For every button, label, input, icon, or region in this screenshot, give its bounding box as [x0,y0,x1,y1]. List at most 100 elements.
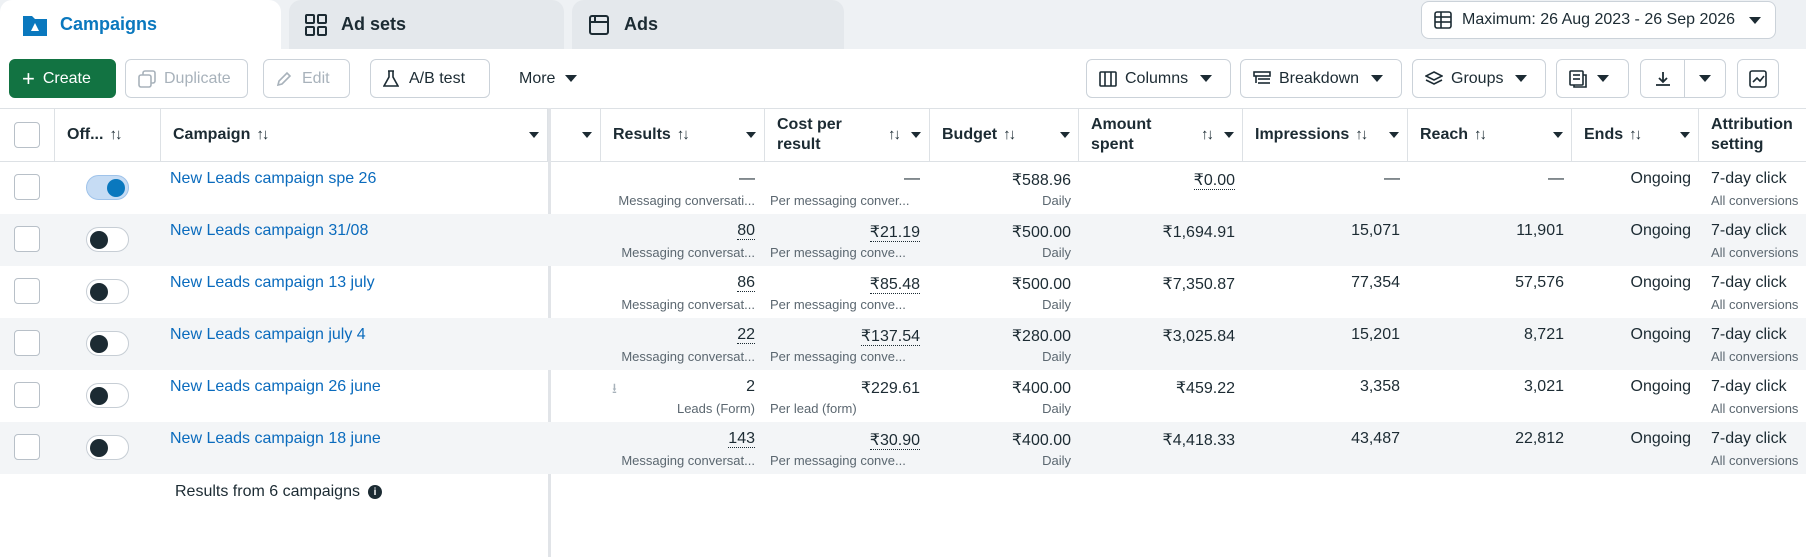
ends-value: Ongoing [1630,378,1692,395]
tab-ad-sets[interactable]: Ad sets [289,0,564,49]
attribution-sub: All conversions [1711,401,1799,416]
results-type: Messaging conversati... [618,193,755,208]
header-ends[interactable]: Ends ↑↓ [1572,109,1699,161]
header-label: Campaign [173,126,251,143]
campaign-name-link[interactable]: New Leads campaign 13 july [170,274,375,291]
attribution-value: 7-day click [1711,170,1787,187]
impressions-value: 77,354 [1351,274,1400,291]
campaign-name-link[interactable]: New Leads campaign july 4 [170,326,366,343]
chevron-down-icon [1060,132,1070,138]
breakdown-button[interactable]: Breakdown [1240,59,1402,98]
chevron-down-icon [1597,75,1609,82]
more-button[interactable]: More [506,59,586,98]
campaign-toggle[interactable] [86,175,129,200]
groups-button[interactable]: Groups [1412,59,1546,98]
toolbar: + Create Duplicate Edit A/B test More Co… [0,49,1806,108]
toggle-knob [90,334,108,353]
tab-label: Ad sets [341,14,407,34]
campaign-name-link[interactable]: New Leads campaign 26 june [170,378,381,395]
reach-value: 8,721 [1523,326,1564,343]
campaign-toggle[interactable] [86,435,129,460]
results-type: Messaging conversat... [621,245,755,260]
date-range-label: Maximum: 26 Aug 2023 - 26 Sep 2026 [1462,11,1736,28]
tab-campaigns[interactable]: Campaigns [0,0,281,49]
export-menu-button[interactable] [1684,59,1726,98]
campaign-toggle[interactable] [86,227,129,252]
table-row[interactable]: New Leads campaign 13 july 86 Messaging … [0,266,1806,318]
cost-per-result-type: Per messaging conve... [770,245,906,260]
tab-label: Ads [624,14,659,34]
header-budget[interactable]: Budget ↑↓ [930,109,1079,161]
export-button[interactable] [1640,59,1685,98]
cost-per-result-type: Per messaging conve... [770,349,906,364]
sort-icon: ↑↓ [676,126,690,143]
toggle-knob [107,178,125,197]
sort-icon: ↑↓ [109,126,122,143]
amount-spent-value: ₹3,025.84 [1162,328,1235,345]
amount-spent-value: ₹4,418.33 [1162,432,1235,449]
layers-icon [1425,70,1443,87]
sort-icon: ↑↓ [256,126,269,143]
edit-button[interactable]: Edit [263,59,350,98]
cost-per-result-type: Per messaging conver... [770,193,910,208]
header-attribution[interactable]: Attribution setting [1699,109,1806,161]
ends-value: Ongoing [1630,222,1692,239]
header-campaign[interactable]: Campaign ↑↓ [161,109,548,161]
header-reach[interactable]: Reach ↑↓ [1408,109,1572,161]
charts-button[interactable] [1737,59,1779,98]
info-icon[interactable]: i [367,485,382,499]
reports-button[interactable] [1556,59,1629,98]
header-collapsed[interactable] [551,109,601,161]
create-button[interactable]: + Create [9,59,116,98]
tab-ads[interactable]: Ads [572,0,844,49]
results-summary: Results from 6 campaigns i [175,483,382,501]
impressions-value: 43,487 [1351,430,1400,447]
cost-per-result-value: ₹85.48 [869,276,920,294]
campaign-toggle[interactable] [86,279,129,304]
chevron-down-icon [1680,132,1690,138]
header-amount-spent[interactable]: Amount spent ↑↓ [1079,109,1243,161]
campaign-name-link[interactable]: New Leads campaign 31/08 [170,222,369,239]
results-type: Leads (Form) [676,401,755,416]
row-checkbox[interactable] [14,434,40,460]
campaign-toggle[interactable] [86,331,129,356]
table-header: Off... ↑↓ Campaign ↑↓ Results ↑↓ Cost per r… [0,108,1806,162]
header-impressions[interactable]: Impressions ↑↓ [1243,109,1408,161]
report-icon [1569,69,1587,88]
campaign-name-link[interactable]: New Leads campaign spe 26 [170,170,377,187]
header-results[interactable]: Results ↑↓ [601,109,765,161]
header-label: Impressions [1255,126,1350,143]
campaign-name-link[interactable]: New Leads campaign 18 june [170,430,381,447]
ab-test-button[interactable]: A/B test [370,59,490,98]
sort-icon: ↑↓ [1355,126,1368,143]
cost-per-result-value: ₹229.61 [860,380,920,397]
chevron-down-icon [529,132,539,138]
row-checkbox[interactable] [14,382,40,408]
campaign-toggle[interactable] [86,383,129,408]
table-row[interactable]: New Leads campaign 26 june ⭳ 2 Leads (Fo… [0,370,1806,422]
select-all-checkbox[interactable] [14,122,40,148]
budget-type: Daily [1042,297,1071,312]
ends-value: Ongoing [1630,170,1692,187]
row-checkbox[interactable] [14,226,40,252]
table-row[interactable]: New Leads campaign 18 june 143 Messaging… [0,422,1806,474]
date-range-picker[interactable]: Maximum: 26 Aug 2023 - 26 Sep 2026 [1421,1,1776,39]
chevron-down-icon [911,132,921,138]
table-row[interactable]: New Leads campaign 31/08 80 Messaging co… [0,214,1806,266]
header-cost-per-result[interactable]: Cost per result ↑↓ [765,109,930,161]
sort-icon: ↑↓ [1201,126,1214,143]
header-label: Attribution setting [1711,116,1793,153]
row-checkbox[interactable] [14,278,40,304]
chevron-down-icon [565,75,578,82]
columns-button[interactable]: Columns [1086,59,1231,98]
table-row[interactable]: New Leads campaign spe 26 — Messaging co… [0,162,1806,214]
duplicate-button[interactable]: Duplicate [125,59,248,98]
columns-icon [1099,70,1117,87]
table-row[interactable]: New Leads campaign july 4 22 Messaging c… [0,318,1806,370]
budget-type: Daily [1042,453,1071,468]
header-off[interactable]: Off... ↑↓ [55,109,161,161]
row-checkbox[interactable] [14,174,40,200]
row-checkbox[interactable] [14,330,40,356]
chevron-down-icon [582,132,592,138]
select-all-cell [0,109,55,161]
